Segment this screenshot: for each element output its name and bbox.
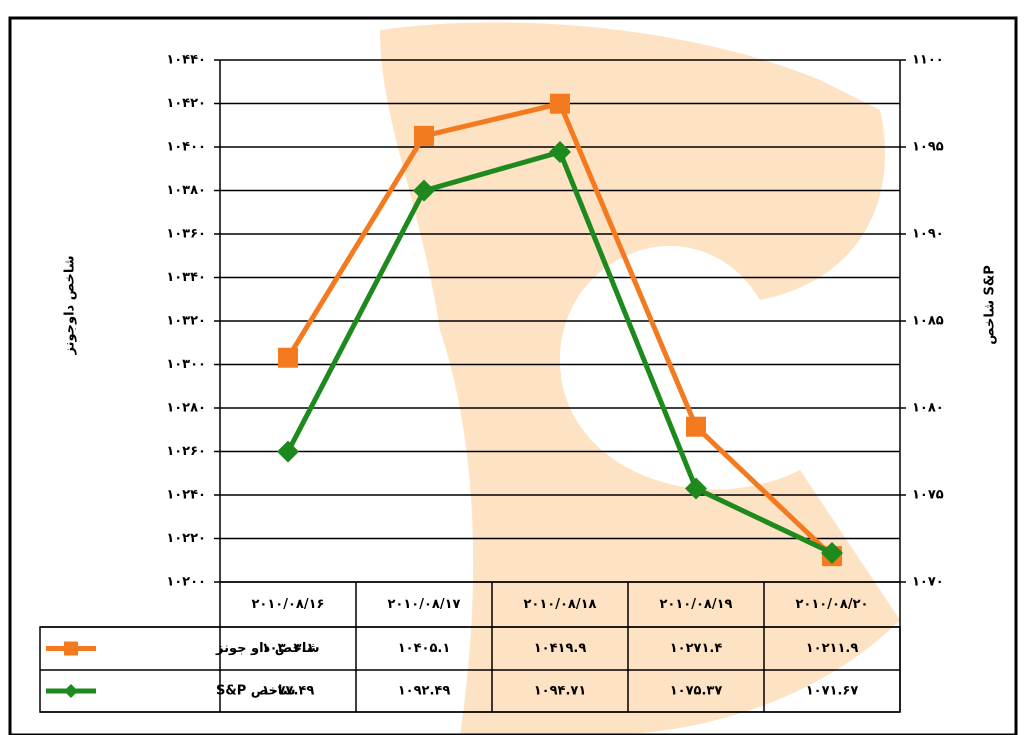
watermark — [380, 22, 900, 735]
y2-tick-label: ۱۰۹۵ — [912, 140, 944, 155]
y-axis-label: شاخص داوجونز — [63, 256, 78, 356]
y2-tick-label: ۱۱۰۰ — [912, 53, 944, 68]
x-tick-label: ۲۰۱۰/۰۸/۱۷ — [388, 597, 461, 612]
y2-tick-label: ۱۰۷۵ — [912, 488, 944, 503]
marker — [550, 93, 570, 114]
marker — [277, 440, 299, 463]
legend-label: شاخص S&P — [216, 684, 296, 699]
marker — [414, 125, 434, 146]
marker — [821, 541, 843, 564]
y-tick-label: ۱۰۲۲۰ — [166, 531, 206, 546]
marker — [64, 684, 78, 698]
legend-label: شاخص داو جونز — [215, 641, 320, 656]
table-value: ۱۰۲۷۱.۴ — [670, 641, 723, 656]
marker — [686, 416, 706, 437]
y-tick-label: ۱۰۲۸۰ — [166, 401, 206, 416]
table-value: ۱۰۷۵.۳۷ — [670, 684, 723, 699]
marker — [549, 141, 571, 164]
x-tick-label: ۲۰۱۰/۰۸/۱۹ — [660, 597, 733, 612]
marker — [278, 347, 298, 368]
y-tick-label: ۱۰۴۲۰ — [166, 96, 206, 111]
table-value: ۱۰۷۷.۴۹ — [262, 684, 315, 699]
y2-tick-label: ۱۰۸۵ — [912, 314, 944, 329]
x-tick-label: ۲۰۱۰/۰۸/۲۰ — [796, 597, 869, 612]
marker — [64, 641, 78, 656]
y-tick-label: ۱۰۳۶۰ — [166, 227, 206, 242]
marker — [685, 477, 707, 500]
x-tick-label: ۲۰۱۰/۰۸/۱۶ — [252, 597, 325, 612]
y-tick-label: ۱۰۲۰۰ — [166, 575, 206, 590]
y-tick-label: ۱۰۳۰۰ — [166, 357, 206, 372]
table-value: ۱۰۷۱.۶۷ — [806, 684, 859, 699]
marker — [413, 179, 435, 202]
x-tick-label: ۲۰۱۰/۰۸/۱۸ — [524, 597, 597, 612]
y-tick-label: ۱۰۲۶۰ — [166, 444, 206, 459]
y2-axis-label: شاخص S&P — [983, 265, 998, 345]
y-tick-label: ۱۰۳۲۰ — [166, 314, 206, 329]
y2-tick-label: ۱۰۷۰ — [912, 575, 944, 590]
y-tick-label: ۱۰۳۴۰ — [166, 270, 206, 285]
y-tick-label: ۱۰۴۰۰ — [166, 140, 206, 155]
frame — [8, 16, 1018, 735]
y2-tick-label: ۱۰۹۰ — [912, 227, 944, 242]
table-value: ۱۰۹۲.۴۹ — [398, 684, 451, 699]
y-tick-label: ۱۰۳۸۰ — [166, 183, 206, 198]
table-value: ۱۰۹۴.۷۱ — [534, 684, 587, 699]
table-value: ۱۰۲۱۱.۹ — [806, 641, 859, 656]
y-tick-label: ۱۰۴۴۰ — [166, 53, 206, 68]
table-value: ۱۰۳۰۳.۱ — [262, 641, 315, 656]
y2-tick-label: ۱۰۸۰ — [912, 401, 944, 416]
y-tick-label: ۱۰۲۴۰ — [166, 488, 206, 503]
table-value: ۱۰۴۱۹.۹ — [534, 641, 587, 656]
table-value: ۱۰۴۰۵.۱ — [398, 641, 451, 656]
